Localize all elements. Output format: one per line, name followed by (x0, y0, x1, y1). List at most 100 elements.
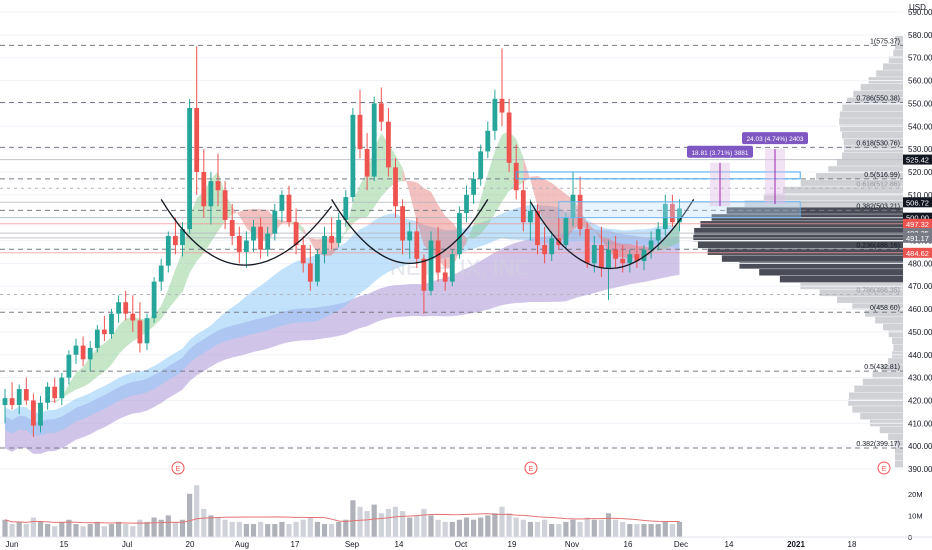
volume-profile-bar (876, 70, 903, 77)
candle-body (620, 258, 626, 264)
earnings-marker-label: E (529, 466, 534, 473)
volume-bar (300, 519, 306, 537)
volume-profile-bar (763, 193, 903, 201)
volume-profile-bar (893, 344, 903, 351)
candle-body (542, 245, 547, 255)
time-tick-label: 20 (186, 540, 195, 549)
ma-ribbon-segment (168, 269, 176, 309)
volume-bar (321, 524, 328, 537)
volume-bar (123, 524, 129, 537)
cup-curve (160, 199, 333, 266)
price-tag-label: 500.00 (906, 214, 929, 223)
time-tick-label: Aug (235, 540, 249, 549)
candle-body (137, 320, 143, 344)
time-tick-label: 2021 (787, 540, 805, 549)
candle-body (414, 231, 420, 259)
volume-bar (222, 519, 228, 537)
candle-body (300, 245, 306, 264)
volume-bar (30, 517, 36, 537)
time-tick-label: 18 (848, 540, 857, 549)
price-tick-label: 560.00 (908, 77, 932, 86)
candle-body (208, 181, 214, 207)
candle-body (293, 222, 299, 246)
fib-level-label-faint: 0.618(512.86) (856, 181, 900, 188)
volume-bar (165, 515, 171, 537)
candle-body (364, 149, 370, 177)
volume-profile-bar (842, 104, 903, 111)
candle-body (201, 171, 207, 207)
volume-bar (584, 517, 590, 537)
price-tick-label: 520.00 (908, 168, 932, 177)
volume-bar (598, 519, 604, 537)
earnings-marker (877, 461, 891, 475)
volume-bar (364, 511, 370, 537)
volume-bar (499, 506, 505, 537)
volume-profile-bar (879, 426, 903, 434)
ma-ribbon-segment (551, 182, 559, 239)
price-axis[interactable]: USD 390.00 400.00 410.00 420.00 430.00 440.00… (903, 3, 932, 474)
volume-bar (59, 521, 65, 537)
candle-body (386, 121, 391, 168)
watermark-text: NETFLIX, INC (390, 255, 531, 280)
candle-body (194, 107, 200, 172)
volume-bar (549, 524, 555, 537)
volume-profile-bar (828, 166, 903, 173)
candle-body (627, 254, 633, 264)
candle-body (457, 213, 462, 255)
volume-bar (669, 524, 675, 537)
candle-body (471, 178, 476, 195)
candle-body (577, 194, 583, 230)
price-tag-label: 525.42 (906, 156, 929, 165)
price-tick-label: 420.00 (908, 396, 932, 405)
volume-bar (144, 521, 150, 537)
measure-label-bg (687, 145, 753, 158)
volume-bar (272, 524, 278, 537)
ma-ribbon-segment (587, 222, 595, 230)
candle-body (158, 265, 164, 282)
candle-body (528, 210, 533, 223)
candle-body (73, 345, 79, 355)
volume-bar (314, 521, 320, 537)
fib-level-label: 0.5(516.99) (864, 172, 900, 179)
ma-ribbon-segment (83, 357, 91, 387)
projection-box (515, 171, 801, 180)
candle-body (9, 398, 15, 406)
time-axis[interactable]: Jun 15 Jul 20 Aug 17 Sep 14 Oct 19 Nov 16 Dec 14 2021 1… (0, 536, 932, 549)
volume-bar (400, 511, 406, 537)
volume-tick-label: 20M (908, 490, 923, 499)
volume-layer: 20M10M0 (2, 485, 923, 542)
candle-body (393, 167, 398, 207)
candle-body (662, 203, 668, 230)
volume-profile-bar (759, 269, 903, 276)
volume-bar (265, 524, 271, 537)
volume-bar (520, 519, 526, 537)
volume-bar (414, 515, 420, 537)
volume-bar (407, 517, 413, 537)
ma-ribbon-segment (125, 316, 133, 347)
ma-ribbon-segment (97, 343, 105, 377)
ma-ribbon-segment (473, 198, 481, 239)
volume-bar (208, 515, 214, 537)
candle-body (215, 181, 221, 191)
volume-bar (463, 517, 470, 537)
price-tag-bg (903, 197, 932, 208)
volume-bar (236, 521, 242, 537)
earnings-marker-label: E (882, 466, 887, 473)
ma-ribbon-segment (154, 305, 162, 326)
ma-ribbon-segment (416, 182, 424, 246)
candle-body (80, 345, 86, 360)
time-tick-label: 14 (395, 540, 404, 549)
price-tick-label: 400.00 (908, 442, 932, 451)
candle-body (66, 354, 72, 378)
fib-level-label: 0.382(503.21) (856, 203, 900, 210)
measure-label: 18.81 (3.71%) 3881 (691, 150, 748, 157)
earnings-marker (171, 461, 185, 475)
volume-bar (542, 519, 548, 537)
volume-bar (336, 521, 342, 537)
volume-bar (37, 521, 44, 537)
earnings-marker (524, 461, 538, 475)
candle-body (584, 229, 590, 264)
volume-profile-bar (819, 289, 903, 297)
candle-body (187, 107, 192, 230)
